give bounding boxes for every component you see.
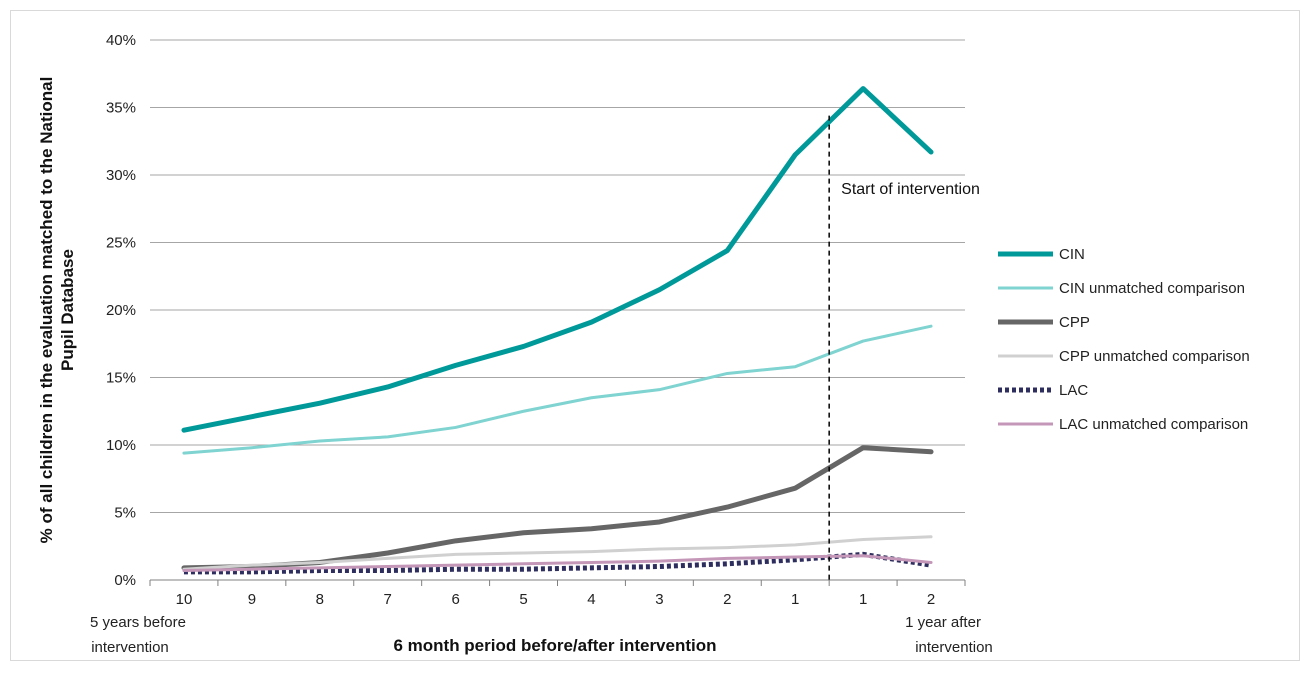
x-tick-label: 3 [655,591,663,608]
x-end-label-right-line1: 1 year after [905,614,981,631]
y-tick-label: 20% [106,302,136,319]
x-tick-label: 1 [791,591,799,608]
x-tick-label: 9 [248,591,256,608]
x-end-label-left-line2: intervention [91,639,169,656]
y-axis-title-line1: % of all children in the evaluation matc… [37,77,56,544]
y-tick-label: 40% [106,32,136,49]
x-end-label-right-line2: intervention [915,639,993,656]
x-axis [149,579,966,586]
x-tick-label: 8 [316,591,324,608]
legend-label: LAC [1059,382,1088,399]
x-tick-label: 7 [384,591,392,608]
legend-label: CPP [1059,314,1090,331]
y-tick-label: 25% [106,235,136,252]
x-tick-labels: 10 9 8 7 6 5 4 3 2 1 1 2 [176,591,936,608]
x-tick-label: 2 [927,591,935,608]
y-tick-label: 5% [114,505,136,522]
x-tick-label: 1 [859,591,867,608]
series-line-lac [183,551,932,575]
intervention-annotation: Start of intervention [828,115,980,580]
x-end-label-left-line1: 5 years before [90,614,186,631]
y-tick-label: 10% [106,437,136,454]
series-line-cin [181,86,934,433]
chart-frame [10,10,1300,661]
y-tick-label: 35% [106,100,136,117]
x-tick-label: 2 [723,591,731,608]
series-line-lac-unmatched-comparison [182,554,933,573]
x-tick-label: 6 [451,591,459,608]
y-tick-labels: 0% 5% 10% 15% 20% 25% 30% 35% 40% [106,32,136,589]
legend-label: CIN unmatched comparison [1059,280,1245,297]
x-axis-title: 6 month period before/after intervention [393,636,716,655]
y-axis-title: % of all children in the evaluation matc… [37,77,77,544]
x-end-labels: 5 years before intervention 1 year after… [90,614,993,656]
x-tick-label: 5 [519,591,527,608]
series-line-cpp [181,445,934,571]
series-line-cin-unmatched-comparison [182,324,933,455]
y-axis-title-line2: Pupil Database [58,249,77,371]
series-line-cpp-unmatched-comparison [182,535,933,571]
y-tick-label: 15% [106,370,136,387]
legend-label: CIN [1059,246,1085,263]
legend: CIN CIN unmatched comparison CPP CPP unmatc… [998,246,1250,433]
intervention-annotation-label: Start of intervention [841,181,980,198]
x-tick-label: 4 [587,591,595,608]
y-tick-label: 0% [114,572,136,589]
y-tick-label: 30% [106,167,136,184]
x-tick-label: 10 [176,591,193,608]
legend-label: CPP unmatched comparison [1059,348,1250,365]
legend-label: LAC unmatched comparison [1059,416,1248,433]
series-lines [181,86,934,575]
